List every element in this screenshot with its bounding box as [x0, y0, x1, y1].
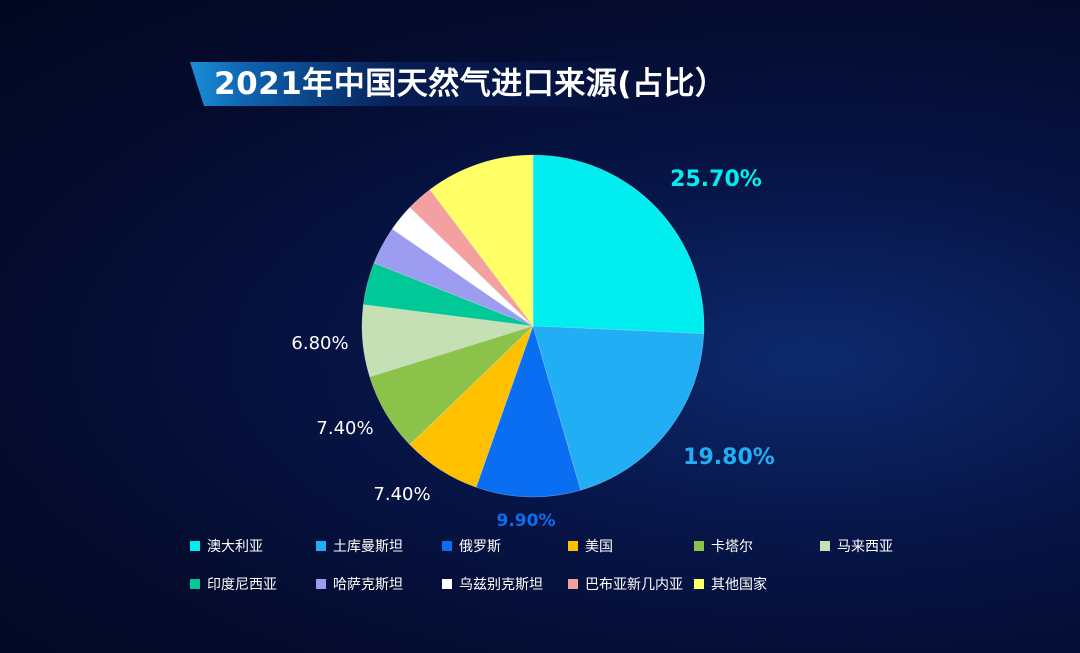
- legend-item[interactable]: 卡塔尔: [694, 534, 820, 558]
- legend-swatch: [190, 579, 200, 589]
- legend-item[interactable]: 乌兹别克斯坦: [442, 572, 568, 596]
- legend-label: 巴布亚新几内亚: [585, 577, 683, 593]
- legend-item[interactable]: 巴布亚新几内亚: [568, 572, 694, 596]
- data-label-1: 19.80%: [683, 445, 775, 470]
- pie-slice-7: [373, 228, 534, 327]
- pie-slice-2: [475, 325, 582, 498]
- legend-label: 马来西亚: [837, 539, 893, 555]
- pie-slice-4: [369, 325, 534, 446]
- pie-slice-5: [361, 304, 534, 378]
- legend-label: 卡塔尔: [711, 539, 753, 555]
- data-label-3: 7.40%: [373, 484, 430, 505]
- legend-label: 哈萨克斯坦: [333, 577, 403, 593]
- legend-label: 其他国家: [711, 577, 767, 593]
- legend-label: 土库曼斯坦: [333, 539, 403, 555]
- legend-swatch: [694, 579, 704, 589]
- data-label-0: 25.70%: [670, 167, 762, 192]
- legend-swatch: [820, 541, 830, 551]
- legend-item[interactable]: 马来西亚: [820, 534, 946, 558]
- legend-item[interactable]: 哈萨克斯坦: [316, 572, 442, 596]
- pie-slice-10: [429, 154, 534, 327]
- legend-label: 美国: [585, 539, 613, 555]
- pie-slice-1: [532, 325, 705, 491]
- legend-label: 俄罗斯: [459, 539, 501, 555]
- pie-slice-8: [391, 206, 534, 327]
- data-label-2: 9.90%: [497, 511, 556, 531]
- legend-swatch: [442, 579, 452, 589]
- pie-slice-6: [363, 262, 534, 327]
- pie-slice-9: [409, 189, 534, 327]
- legend-swatch: [190, 541, 200, 551]
- legend-item[interactable]: 土库曼斯坦: [316, 534, 442, 558]
- data-label-5: 6.80%: [291, 333, 348, 354]
- legend-label: 印度尼西亚: [207, 577, 277, 593]
- legend-item[interactable]: 其他国家: [694, 572, 820, 596]
- legend-swatch: [568, 579, 578, 589]
- legend: 澳大利亚 土库曼斯坦 俄罗斯 美国 卡塔尔 马来西亚印度尼西亚 哈萨克斯坦 乌兹别克斯坦 巴布亚…: [190, 534, 950, 596]
- legend-swatch: [694, 541, 704, 551]
- legend-label: 澳大利亚: [207, 539, 263, 555]
- legend-swatch: [316, 541, 326, 551]
- legend-swatch: [316, 579, 326, 589]
- legend-item[interactable]: 俄罗斯: [442, 534, 568, 558]
- legend-item[interactable]: 印度尼西亚: [190, 572, 316, 596]
- legend-label: 乌兹别克斯坦: [459, 577, 543, 593]
- legend-item[interactable]: 美国: [568, 534, 694, 558]
- pie-slice-0: [532, 154, 705, 334]
- legend-swatch: [568, 541, 578, 551]
- title-banner: [190, 62, 660, 106]
- pie-slice-3: [409, 325, 534, 488]
- legend-item[interactable]: 澳大利亚: [190, 534, 316, 558]
- chart-title: 2021年中国天然气进口来源(占比）: [214, 66, 727, 102]
- data-label-4: 7.40%: [316, 418, 373, 439]
- legend-swatch: [442, 541, 452, 551]
